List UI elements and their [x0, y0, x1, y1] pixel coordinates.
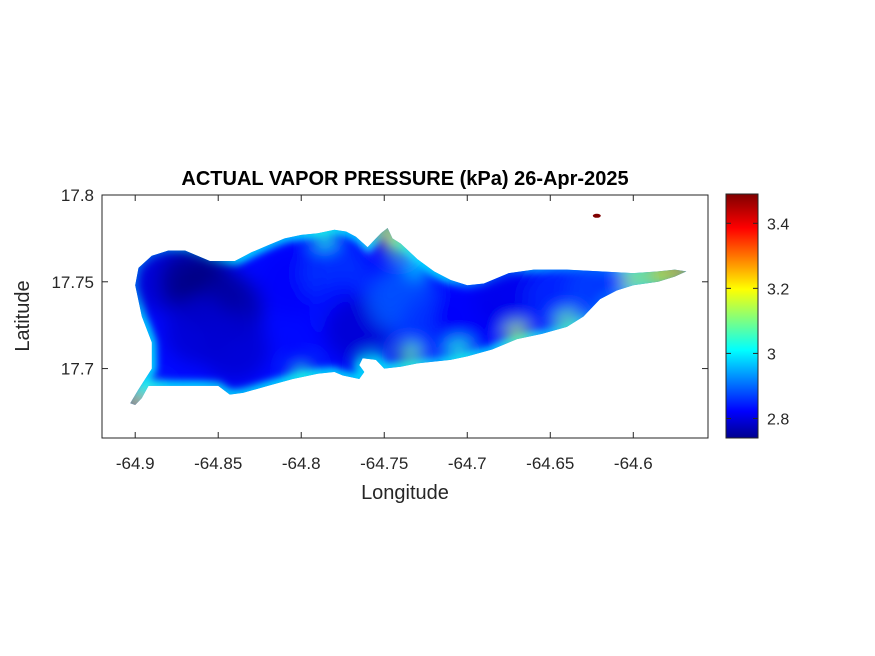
x-axis-label: Longitude	[361, 482, 449, 504]
heat-cell	[448, 340, 470, 363]
chart-title: ACTUAL VAPOR PRESSURE (kPa) 26-Apr-2025	[181, 168, 628, 190]
y-axis-ticks: 17.7 17.75 17.8	[51, 186, 708, 379]
x-tick-label: -64.75	[360, 454, 408, 473]
colorbar-ticks: 2.8 3 3.2 3.4	[726, 216, 789, 428]
colorbar: 2.8 3 3.2 3.4	[725, 193, 789, 439]
x-tick-label: -64.7	[448, 454, 487, 473]
y-tick-label: 17.75	[51, 273, 94, 292]
x-tick-label: -64.65	[526, 454, 574, 473]
x-tick-label: -64.8	[282, 454, 321, 473]
colorbar-gradient	[725, 193, 759, 439]
x-axis-ticks: -64.9 -64.85 -64.8 -64.75 -64.7 -64.65 -64.6	[116, 195, 653, 473]
colorbar-tick-label: 3	[767, 346, 776, 363]
outlier-cell	[592, 213, 601, 218]
heat-cell	[474, 265, 543, 334]
y-tick-label: 17.8	[61, 186, 94, 205]
heat-cell	[398, 343, 421, 366]
colorbar-tick-label: 3.2	[767, 281, 789, 298]
heatmap-field	[130, 228, 687, 405]
y-tick-label: 17.7	[61, 360, 94, 379]
colorbar-tick-label: 2.8	[767, 411, 789, 428]
colorbar-tick-label: 3.4	[767, 216, 789, 233]
x-tick-label: -64.9	[116, 454, 155, 473]
y-axis-label: Latitude	[12, 280, 34, 351]
heatmap-blobs	[130, 228, 687, 405]
heat-cell	[200, 313, 269, 382]
outlier-points	[592, 213, 601, 218]
x-tick-label: -64.85	[194, 454, 242, 473]
heat-cell	[130, 392, 147, 405]
plot-area: -64.9 -64.85 -64.8 -64.75 -64.7 -64.65 -64.6 1…	[51, 186, 709, 473]
x-tick-label: -64.6	[614, 454, 653, 473]
